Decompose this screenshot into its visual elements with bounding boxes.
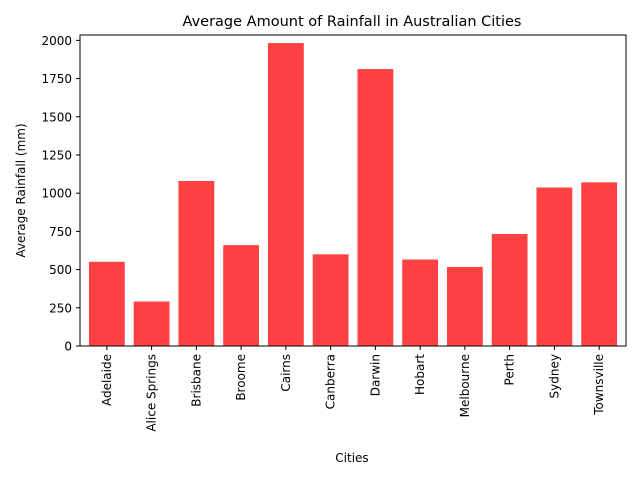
bar-townsville	[581, 182, 618, 346]
y-tick-label: 1250	[41, 148, 72, 162]
bar-hobart	[402, 259, 439, 346]
bar-perth	[491, 233, 528, 346]
y-tick-label: 750	[49, 225, 72, 239]
y-axis-label: Average Rainfall (mm)	[14, 123, 28, 257]
x-tick-label: Perth	[503, 354, 517, 385]
plot-frame	[79, 34, 627, 347]
x-tick-label: Adelaide	[100, 354, 114, 406]
bar-adelaide	[88, 261, 125, 346]
x-tick-label: Canberra	[324, 354, 338, 409]
y-tick-label: 250	[49, 301, 72, 315]
x-tick-label: Melbourne	[458, 354, 472, 417]
bars-group	[88, 43, 618, 346]
chart-title: Average Amount of Rainfall in Australian…	[183, 14, 522, 30]
x-axis-label: Cities	[335, 451, 368, 465]
bar-melbourne	[446, 266, 483, 346]
x-tick-label: Townsville	[592, 354, 606, 416]
y-tick-label: 500	[49, 263, 72, 277]
y-tick-label: 1500	[41, 110, 72, 124]
bar-canberra	[312, 254, 349, 346]
x-tick-label: Hobart	[413, 354, 427, 395]
bar-cairns	[267, 43, 304, 346]
x-tick-label: Alice Springs	[145, 354, 159, 432]
x-tick-label: Brisbane	[189, 354, 203, 407]
x-tick-label: Darwin	[368, 354, 382, 396]
bar-broome	[223, 245, 260, 346]
bar-darwin	[357, 69, 394, 346]
x-tick-label: Sydney	[547, 354, 561, 398]
y-tick-label: 2000	[41, 34, 72, 48]
x-tick-label: Broome	[234, 354, 248, 401]
x-axis: Adelaide Alice Springs Brisbane Broome Cairn…	[100, 346, 606, 432]
bar-alice-springs	[133, 301, 170, 346]
y-tick-label: 1750	[41, 72, 72, 86]
y-tick-label: 0	[64, 340, 72, 354]
bar-sydney	[536, 187, 573, 346]
x-tick-label: Cairns	[279, 354, 293, 392]
y-tick-label: 1000	[41, 187, 72, 201]
bar-brisbane	[178, 180, 215, 346]
y-axis: 0 250 500 750 1000 1250 1500 1750 2000	[41, 34, 80, 354]
